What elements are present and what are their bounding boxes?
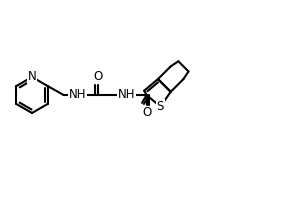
Text: NH: NH	[69, 88, 86, 102]
Text: O: O	[142, 106, 151, 119]
Text: NH: NH	[118, 88, 135, 102]
Text: N: N	[28, 71, 36, 84]
Text: O: O	[93, 71, 102, 84]
Text: S: S	[157, 100, 164, 113]
